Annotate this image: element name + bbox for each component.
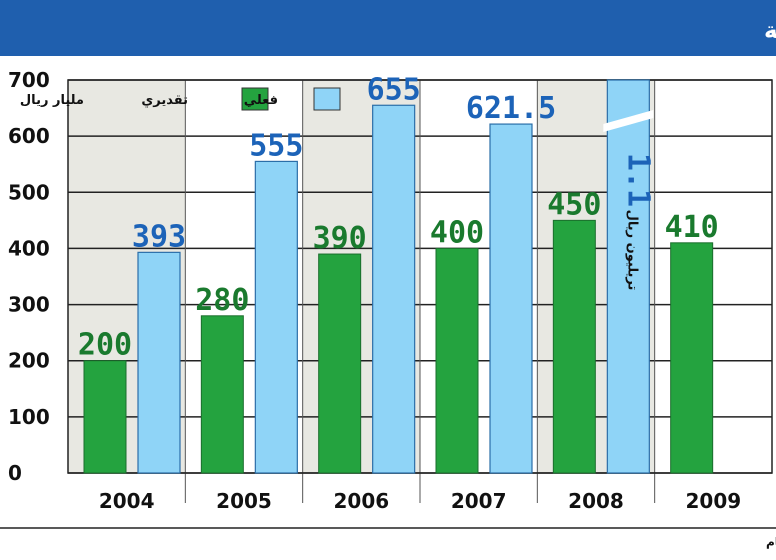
bar-estimated	[200, 315, 244, 474]
chart-title: الإيرادات التقديرية والفعلية في الميزاني…	[764, 18, 776, 44]
bar-actual	[372, 104, 416, 474]
y-tick-label: 400	[8, 236, 50, 260]
x-tick-label: 2007	[451, 489, 507, 513]
y-tick-label: 600	[8, 124, 50, 148]
data-label-actual: 393	[132, 219, 186, 254]
bar-estimated	[83, 360, 127, 474]
bar-estimated	[318, 253, 362, 474]
break-note: تريليون ريال	[624, 210, 639, 291]
plot-area: 0 100 200 300 400 500 600 700 200 393 2004 280 555 20…	[0, 68, 776, 529]
data-label-estimated: 280	[195, 283, 249, 318]
legend-label-estimated: تقديري	[141, 93, 188, 108]
x-tick-label: 2006	[333, 489, 389, 513]
legend-swatch-estimated	[241, 87, 269, 111]
unit-label: مليار ريال	[20, 93, 84, 108]
data-label-actual: 1.1	[620, 153, 655, 207]
data-label-actual: 621.5	[466, 91, 556, 126]
y-tick-label: 200	[8, 349, 50, 373]
y-tick-label: 300	[8, 293, 50, 317]
legend: مليار ريال تقديري فعلي	[20, 87, 341, 111]
bar-actual	[606, 79, 650, 474]
data-label-actual: 655	[367, 72, 421, 107]
data-label-estimated: 410	[665, 210, 719, 245]
data-label-estimated: 450	[547, 187, 601, 222]
title-banner	[0, 0, 776, 56]
bar-actual	[254, 160, 298, 474]
axis-break-marker	[603, 110, 654, 132]
bar-estimated	[670, 242, 714, 474]
legend-label-actual: فعلي	[244, 93, 278, 108]
x-tick-label: 2008	[568, 489, 624, 513]
x-tick-label: 2005	[216, 489, 272, 513]
plot-frame	[67, 79, 773, 474]
y-tick-label: 100	[8, 405, 50, 429]
data-label-estimated: 390	[313, 221, 367, 256]
y-tick-label: 500	[8, 180, 50, 204]
y-tick-label: 0	[8, 461, 22, 485]
x-tick-label: 2009	[685, 489, 741, 513]
legend-swatch-actual	[313, 87, 341, 111]
footnote: الإيرادات الفعلية لعام 2009 تعلن نهاية ا…	[766, 535, 776, 550]
y-tick-label: 700	[8, 68, 50, 92]
data-label-estimated: 200	[78, 328, 132, 363]
data-label-actual: 555	[249, 128, 303, 163]
bar-actual	[489, 123, 533, 474]
data-label-estimated: 400	[430, 215, 484, 250]
x-tick-label: 2004	[99, 489, 155, 513]
bar-estimated	[435, 247, 479, 474]
bar-actual	[137, 251, 181, 474]
bar-estimated	[552, 219, 596, 474]
